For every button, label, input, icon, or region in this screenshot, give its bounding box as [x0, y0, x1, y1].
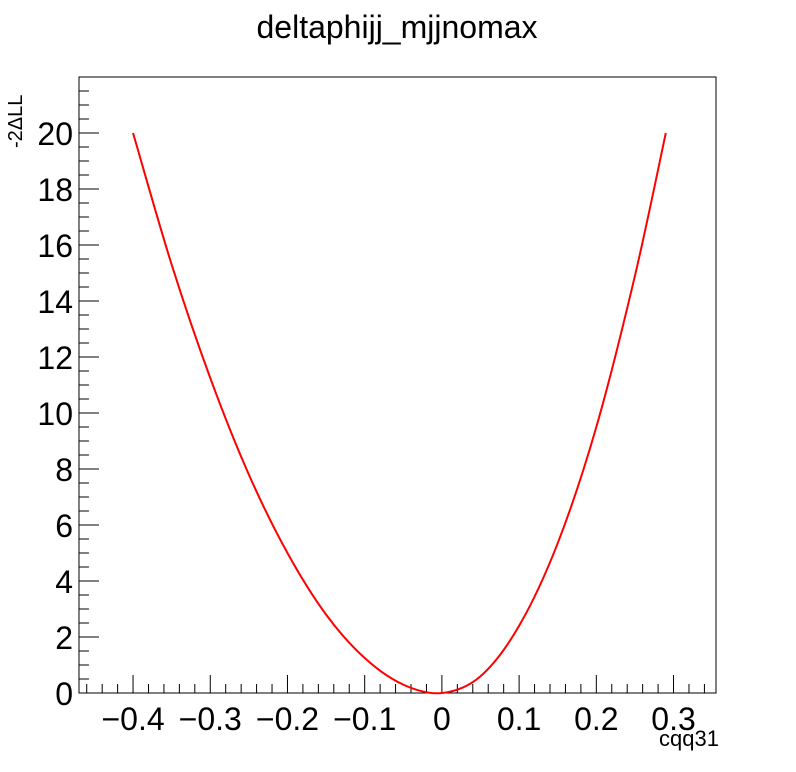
x-tick-label: −0.1 [333, 701, 396, 737]
x-axis-ticks: −0.4 −0.3 −0.2 −0.1 0 0.1 0.2 0.3 [86, 675, 705, 737]
x-tick-label: −0.3 [179, 701, 242, 737]
plot-frame [78, 76, 717, 694]
x-tick-label: −0.2 [256, 701, 319, 737]
y-tick-label: 20 [37, 116, 73, 152]
y-tick-label: 6 [55, 508, 73, 544]
x-tick-label: 0.2 [574, 701, 618, 737]
x-tick-label: 0 [433, 701, 451, 737]
y-axis-ticks: 0 2 4 6 8 10 12 14 16 18 20 [37, 90, 99, 712]
y-tick-label: 14 [37, 284, 73, 320]
y-tick-label: 8 [55, 452, 73, 488]
y-tick-label: 16 [37, 228, 73, 264]
x-tick-label: 0.1 [497, 701, 541, 737]
x-tick-label: −0.4 [101, 701, 164, 737]
y-tick-label: 18 [37, 172, 73, 208]
x-axis-label: cqq31 [659, 726, 719, 751]
y-axis-label: -2ΔLL [5, 95, 27, 148]
y-tick-label: 4 [55, 564, 73, 600]
y-tick-label: 12 [37, 340, 73, 376]
y-tick-label: 2 [55, 620, 73, 656]
x-tick-label: 0.3 [651, 701, 695, 737]
series-layer [132, 132, 667, 695]
chart-title: deltaphijj_mjjnomax [256, 9, 537, 45]
y-tick-label: 10 [37, 396, 73, 432]
y-tick-label: 0 [55, 676, 73, 712]
series-line [132, 132, 667, 695]
